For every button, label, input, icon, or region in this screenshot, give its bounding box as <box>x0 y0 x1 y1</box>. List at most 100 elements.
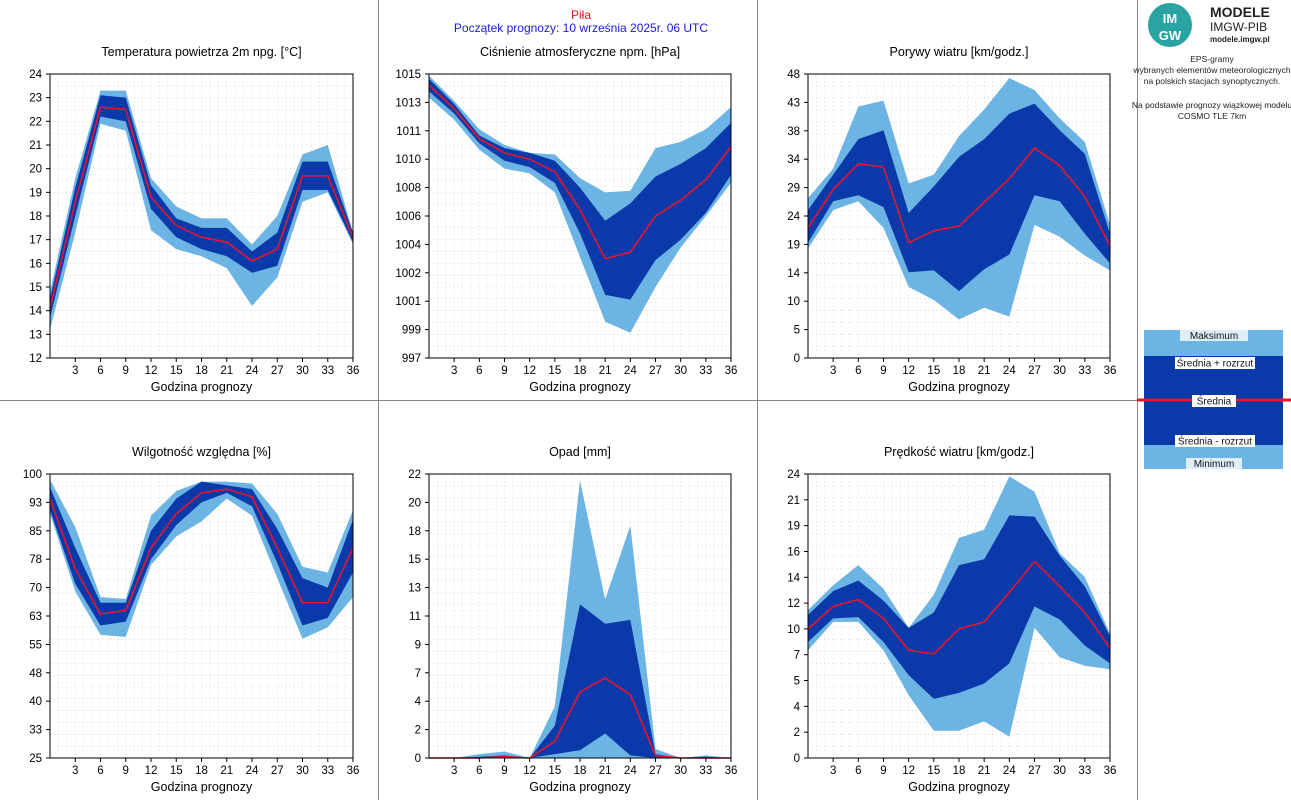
x-tick-label: 3 <box>451 765 457 777</box>
x-tick-label: 15 <box>927 365 940 377</box>
legend-label-mean-minus: Średnia - rozrzut <box>1175 435 1255 448</box>
x-tick-label: 15 <box>548 765 561 777</box>
x-tick-label: 3 <box>72 365 78 377</box>
legend-label-mean: Średnia <box>1192 395 1236 408</box>
x-tick-label: 18 <box>574 365 587 377</box>
y-tick-label: 4 <box>794 701 801 713</box>
mean-line <box>807 147 1111 246</box>
station-name: Piła <box>571 8 591 22</box>
x-tick-label: 12 <box>523 365 536 377</box>
x-tick-label: 6 <box>97 765 103 777</box>
x-tick-label: 15 <box>170 365 183 377</box>
x-tick-label: 21 <box>978 765 991 777</box>
y-tick-label: 999 <box>402 325 421 337</box>
y-tick-label: 14 <box>787 572 800 584</box>
y-tick-label: 1004 <box>395 239 421 251</box>
x-tick-label: 30 <box>674 765 687 777</box>
sidebar-line: EPS-gramy <box>1190 54 1234 64</box>
mean-line <box>807 560 1111 655</box>
x-tick-label: 9 <box>501 365 507 377</box>
logo-badge-bottom: GW <box>1159 28 1182 43</box>
x-tick-label: 12 <box>145 365 158 377</box>
sidebar-line: Na podstawie prognozy wiązkowej modelu <box>1132 100 1291 110</box>
svg-text:Maksimum: Maksimum <box>1190 331 1238 342</box>
x-tick-label: 24 <box>246 365 259 377</box>
range-band <box>50 479 353 639</box>
chart-title: Opad [mm] <box>549 445 611 459</box>
x-tick-label: 18 <box>953 765 966 777</box>
x-tick-label: 27 <box>1028 765 1041 777</box>
x-axis-label: Godzina prognozy <box>529 380 631 394</box>
y-tick-label: 93 <box>29 497 42 509</box>
y-tick-label: 43 <box>787 97 800 109</box>
chart-title: Prędkość wiatru [km/godz.] <box>884 445 1034 459</box>
x-tick-label: 36 <box>725 765 738 777</box>
x-tick-label: 36 <box>1104 365 1117 377</box>
x-tick-label: 21 <box>599 765 612 777</box>
y-tick-label: 0 <box>794 753 800 765</box>
x-tick-label: 24 <box>1003 765 1016 777</box>
range-band <box>50 90 353 330</box>
y-tick-label: 85 <box>29 526 42 538</box>
x-tick-label: 36 <box>1104 765 1117 777</box>
grid <box>50 474 353 758</box>
legend-label-mean-plus: Średnia + rozrzut <box>1175 357 1255 370</box>
x-axis-label: Godzina prognozy <box>529 780 631 794</box>
chart-panel: 997 999 1001 1002 1004 1006 1008 1010 1011 1013 10… <box>395 45 737 394</box>
y-tick-label: 22 <box>29 116 42 128</box>
chart-title: Ciśnienie atmosferyczne npm. [hPa] <box>480 45 680 59</box>
chart-title: Porywy wiatru [km/godz.] <box>890 45 1029 59</box>
x-tick-label: 27 <box>649 365 662 377</box>
svg-text:Średnia + rozrzut: Średnia + rozrzut <box>1177 357 1254 370</box>
y-tick-label: 7 <box>415 668 421 680</box>
x-tick-label: 27 <box>649 765 662 777</box>
x-tick-label: 18 <box>195 365 208 377</box>
x-tick-label: 6 <box>97 365 103 377</box>
chart-title: Temperatura powietrza 2m npg. [°C] <box>101 45 301 59</box>
sidebar-line: COSMO TLE 7km <box>1178 111 1246 121</box>
x-tick-label: 36 <box>347 765 360 777</box>
logo-title: MODELE <box>1210 4 1270 20</box>
y-tick-label: 20 <box>29 164 42 176</box>
logo-badge-top: IM <box>1163 11 1177 26</box>
y-tick-label: 1006 <box>395 211 421 223</box>
logo-badge-icon <box>1148 3 1192 47</box>
x-tick-label: 30 <box>1053 365 1066 377</box>
x-tick-label: 15 <box>927 765 940 777</box>
x-tick-label: 6 <box>476 765 482 777</box>
x-tick-label: 12 <box>902 765 915 777</box>
y-tick-label: 13 <box>408 583 421 595</box>
x-tick-label: 3 <box>830 765 836 777</box>
y-tick-label: 29 <box>787 183 800 195</box>
mean-line <box>49 106 354 309</box>
logo-subtitle: IMGW-PIB <box>1210 20 1267 34</box>
y-tick-label: 5 <box>794 676 800 688</box>
y-tick-label: 14 <box>787 268 800 280</box>
x-tick-label: 21 <box>978 365 991 377</box>
y-tick-label: 19 <box>787 521 800 533</box>
x-tick-label: 6 <box>855 365 861 377</box>
y-tick-label: 10 <box>787 296 800 308</box>
spread-band <box>50 95 353 318</box>
x-tick-label: 9 <box>123 765 129 777</box>
y-tick-label: 38 <box>787 126 800 138</box>
y-tick-label: 25 <box>29 753 42 765</box>
x-tick-label: 21 <box>220 765 233 777</box>
y-tick-label: 24 <box>787 211 800 223</box>
y-tick-label: 0 <box>415 753 421 765</box>
y-tick-label: 2 <box>794 727 800 739</box>
spread-band <box>429 604 731 758</box>
x-tick-label: 24 <box>1003 365 1016 377</box>
y-tick-label: 70 <box>29 583 42 595</box>
y-tick-label: 15 <box>408 554 421 566</box>
y-tick-label: 14 <box>29 306 42 318</box>
imgw-logo: IM GW MODELE IMGW-PIB modele.imgw.pl <box>1148 3 1270 47</box>
y-tick-label: 1010 <box>395 154 421 166</box>
y-tick-label: 0 <box>794 353 800 365</box>
y-tick-label: 55 <box>29 639 42 651</box>
chart-title: Wilgotność względna [%] <box>132 445 271 459</box>
x-tick-label: 9 <box>123 365 129 377</box>
